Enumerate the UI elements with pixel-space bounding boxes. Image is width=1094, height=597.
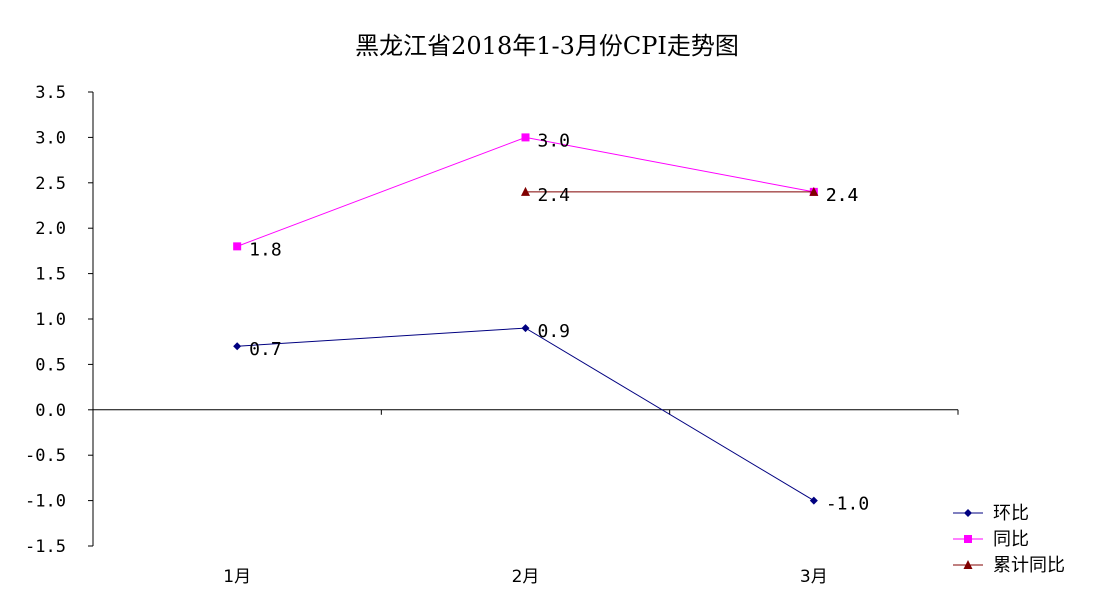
data-point [521, 186, 530, 196]
y-tick-label: 0.0 [35, 401, 66, 421]
x-category-label: 1月 [223, 567, 251, 587]
y-tick-label: 2.0 [35, 219, 66, 239]
data-label: 3.0 [538, 130, 571, 151]
y-tick-label: -0.5 [25, 446, 66, 466]
series-1: 1.8 3.0 2.4 [233, 130, 858, 260]
data-point [809, 186, 819, 196]
y-tick-label: 3.0 [35, 128, 66, 148]
y-tick-label: 1.0 [35, 310, 66, 330]
series-0: 0.7 0.9 -1.0 [233, 321, 869, 515]
data-point [233, 342, 242, 351]
data-label: 2.4 [538, 185, 571, 206]
series-line [237, 327, 815, 502]
y-tick-label: -1.5 [25, 537, 66, 557]
data-point [521, 324, 530, 333]
x-category-label: 3月 [800, 567, 828, 587]
y-tick-label: 2.5 [35, 174, 66, 194]
x-category-label: 2月 [512, 567, 540, 587]
legend-label: 环比 [993, 503, 1029, 524]
data-label: 2.4 [826, 185, 859, 206]
legend-marker [963, 560, 973, 569]
data-point [521, 133, 530, 142]
chart-title: 黑龙江省2018年1-3月份CPI走势图 [355, 32, 739, 60]
data-label: 0.9 [538, 321, 571, 342]
data-label: 2.4 [826, 185, 859, 206]
y-tick-label: 0.5 [35, 355, 66, 375]
data-label: -1.0 [826, 494, 869, 515]
legend-item: 同比 [953, 529, 1029, 550]
y-tick-label: -1.0 [25, 492, 66, 512]
legend-marker [964, 535, 972, 543]
legend-label: 累计同比 [993, 555, 1065, 576]
data-label: 1.8 [249, 239, 282, 260]
legend-label: 同比 [993, 529, 1029, 550]
data-point [233, 242, 242, 251]
legend-item: 累计同比 [953, 555, 1065, 576]
data-label: 0.7 [249, 339, 282, 360]
legend-item: 环比 [953, 503, 1029, 524]
y-tick-label: 3.5 [35, 83, 66, 103]
legend-marker [964, 509, 972, 517]
y-tick-label: 1.5 [35, 265, 66, 285]
data-point [809, 496, 818, 505]
series-2: 2.4 2.4 [521, 185, 858, 206]
